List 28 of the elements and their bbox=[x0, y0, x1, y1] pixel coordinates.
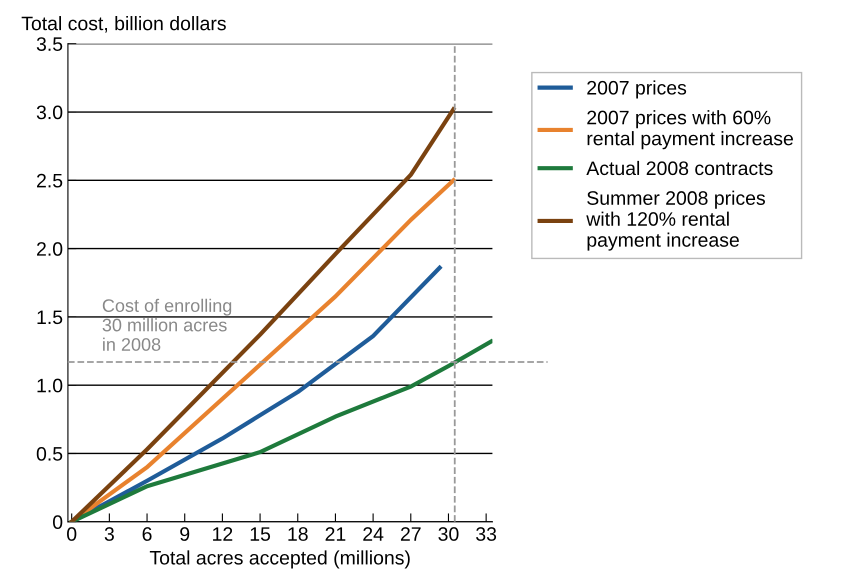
x-tick-label: 30 bbox=[438, 527, 459, 541]
x-tick-label: 21 bbox=[326, 527, 346, 541]
x-tick-label: 15 bbox=[250, 527, 270, 541]
y-tick-label: 3.5 bbox=[36, 37, 62, 51]
x-tick-label: 3 bbox=[104, 527, 114, 541]
legend-label: Summer 2008 prices with 120% rental payment increase bbox=[586, 190, 765, 251]
y-tick-label: 0.5 bbox=[36, 446, 62, 461]
y-tick-label: 3.0 bbox=[36, 105, 62, 120]
legend-label: Actual 2008 contracts bbox=[586, 160, 773, 176]
x-tick-label: 27 bbox=[400, 527, 421, 541]
y-tick-label: 1.5 bbox=[38, 310, 62, 324]
x-tick-label: 9 bbox=[180, 527, 190, 541]
y-tick-label: 0 bbox=[53, 515, 62, 530]
annotation: Cost of enrolling 30 million acres in 2008 bbox=[102, 298, 232, 351]
x-tick-label: 33 bbox=[476, 527, 496, 541]
x-tick-label: 0 bbox=[67, 527, 76, 541]
y-tick-label: 2.0 bbox=[37, 242, 62, 256]
line-series bbox=[70, 107, 456, 522]
y-axis-title: Total cost, billion dollars bbox=[22, 16, 226, 33]
y-tick-label: 1.0 bbox=[38, 378, 62, 392]
legend-label: 2007 prices with 60% rental payment increase bbox=[587, 110, 793, 150]
y-tick-label: 2.5 bbox=[37, 174, 62, 188]
legend-label: 2007 prices bbox=[587, 80, 686, 98]
x-tick-label: 6 bbox=[142, 527, 152, 541]
x-tick-label: 24 bbox=[363, 527, 384, 541]
x-tick-label: 18 bbox=[288, 527, 308, 541]
x-axis-title: Total acres accepted (millions) bbox=[150, 550, 410, 568]
x-tick-label: 12 bbox=[213, 527, 232, 541]
